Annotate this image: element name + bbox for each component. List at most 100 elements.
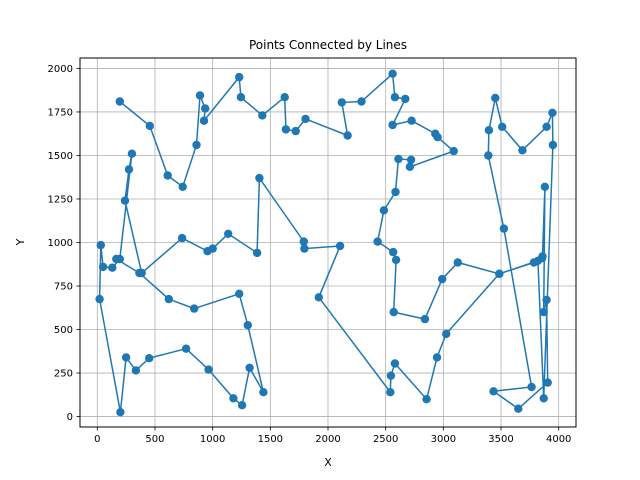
x-tick-label: 1000	[200, 434, 225, 445]
data-point	[514, 404, 523, 413]
data-point	[177, 233, 187, 243]
x-tick-label: 3000	[431, 434, 456, 445]
data-point	[386, 371, 396, 380]
x-axis-label: X	[324, 456, 332, 469]
data-point	[391, 187, 400, 197]
x-tick-label: 4000	[546, 434, 571, 445]
data-point	[301, 114, 310, 124]
y-tick-label: 1750	[48, 107, 73, 118]
y-axis-label: Y	[14, 238, 27, 246]
data-point	[181, 344, 191, 353]
data-point	[235, 72, 244, 82]
data-point	[543, 378, 552, 387]
x-axis-ticks: 0 500 1000 1500 2000 2500 3000 3500 4000	[94, 427, 571, 445]
data-point	[484, 126, 494, 135]
data-point	[95, 294, 104, 304]
data-point	[96, 240, 106, 250]
data-point	[201, 104, 210, 113]
data-points	[95, 69, 558, 417]
data-point	[542, 122, 551, 131]
data-point	[388, 69, 397, 78]
data-point	[542, 295, 551, 305]
y-tick-label: 250	[54, 369, 73, 380]
data-point	[533, 256, 543, 265]
data-point	[390, 359, 400, 368]
data-point	[204, 365, 213, 374]
data-point	[280, 93, 289, 102]
data-point	[314, 293, 323, 302]
data-point	[391, 255, 401, 265]
data-point	[491, 93, 500, 103]
data-point	[389, 247, 398, 257]
x-tick-label: 2500	[373, 434, 398, 445]
data-point	[453, 258, 462, 267]
data-point	[281, 125, 291, 134]
data-point	[120, 196, 130, 205]
x-tick-label: 0	[94, 434, 100, 445]
data-point	[337, 98, 346, 107]
data-point	[258, 111, 267, 120]
data-point	[299, 237, 308, 246]
data-point	[498, 122, 507, 131]
data-point	[127, 149, 137, 158]
data-point	[108, 263, 117, 272]
data-point	[422, 395, 431, 404]
data-point	[163, 171, 172, 180]
y-tick-label: 1500	[48, 151, 73, 162]
data-point	[548, 140, 558, 150]
data-point	[252, 248, 262, 258]
data-point	[449, 146, 458, 156]
data-point	[394, 154, 403, 164]
data-point	[116, 408, 125, 417]
y-tick-label: 1000	[48, 238, 73, 249]
data-point	[192, 140, 201, 150]
data-point	[527, 382, 536, 392]
x-tick-label: 1500	[258, 434, 283, 445]
y-tick-label: 2000	[48, 64, 73, 75]
x-tick-label: 500	[145, 434, 164, 445]
data-point	[390, 93, 400, 102]
data-point	[135, 268, 144, 278]
data-point	[406, 155, 416, 164]
data-point	[245, 363, 254, 372]
data-point	[433, 133, 442, 142]
data-point	[112, 254, 121, 264]
data-point	[335, 241, 345, 251]
series-line	[98, 72, 554, 413]
chart-title: Points Connected by Lines	[249, 38, 407, 52]
data-point	[518, 146, 527, 155]
data-point	[539, 394, 548, 403]
data-point	[243, 321, 252, 330]
y-tick-label: 500	[54, 325, 73, 336]
data-point	[291, 126, 300, 136]
data-point	[373, 237, 382, 246]
data-point	[407, 116, 416, 125]
data-point	[442, 329, 451, 339]
data-point	[145, 354, 154, 363]
x-tick-label: 2000	[315, 434, 340, 445]
data-point	[438, 274, 447, 284]
data-point	[124, 165, 134, 174]
data-point	[115, 97, 125, 106]
data-point	[420, 314, 430, 324]
data-point	[405, 162, 415, 171]
data-point	[432, 353, 442, 362]
data-point	[548, 108, 557, 118]
data-point	[255, 173, 264, 183]
data-point	[237, 401, 247, 410]
data-point	[300, 244, 309, 253]
data-point	[389, 307, 398, 317]
data-point	[379, 206, 389, 215]
grid-lines	[80, 58, 576, 427]
data-point	[164, 294, 173, 304]
data-point	[540, 182, 550, 191]
data-point	[145, 121, 154, 131]
y-tick-label: 750	[54, 282, 73, 293]
data-point	[386, 388, 395, 397]
y-tick-label: 1250	[48, 194, 73, 205]
x-tick-label: 3500	[488, 434, 513, 445]
y-tick-label: 0	[67, 412, 73, 423]
y-axis-ticks: 0 250 500 750 1000 1250 1500 1750 2000	[48, 64, 80, 423]
data-point	[499, 224, 509, 233]
